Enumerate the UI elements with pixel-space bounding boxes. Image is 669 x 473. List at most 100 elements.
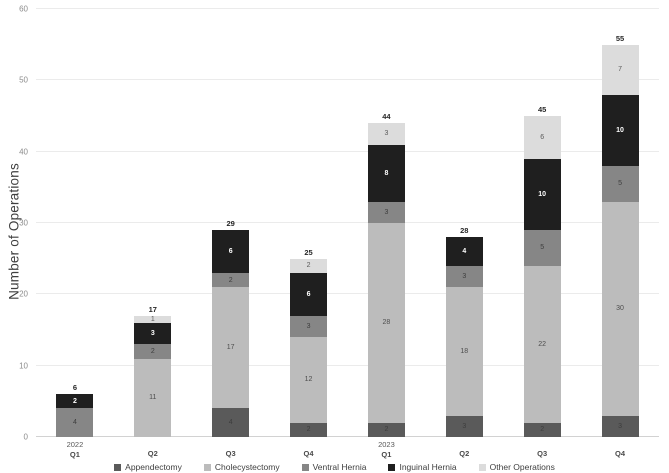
x-tick-label: 2022 Q1 (36, 440, 114, 459)
bar-segment-ventral-hernia: 2 (134, 344, 172, 359)
bar-segment-cholecystectomy: 28 (367, 223, 405, 423)
bar-segment-appendectomy: 3 (601, 415, 639, 437)
legend-item-ventral-hernia: Ventral Hernia (301, 462, 367, 472)
x-tick-label: Q4 (270, 440, 348, 459)
bar-total-label: 28 (460, 226, 469, 236)
legend-item-other-operations: Other Operations (478, 462, 555, 472)
legend-label: Cholecystectomy (214, 462, 280, 472)
bar-segment-cholecystectomy: 22 (523, 265, 561, 423)
x-tick-label: Q3 (192, 440, 270, 459)
bar-segment-other-operations: 6 (523, 116, 561, 159)
bar-segment-other-operations: 2 (290, 258, 328, 273)
bar-total-label: 55 (615, 33, 625, 43)
y-tick-label: 20 (19, 289, 28, 299)
y-tick-label: 50 (19, 75, 28, 85)
x-tick-quarter: Q4 (615, 449, 626, 458)
bar-q3: 4 17 2 6 (212, 230, 250, 437)
legend-item-inguinal-hernia: Inguinal Hernia (388, 462, 457, 472)
bar-total-label: 44 (382, 112, 391, 122)
x-tick-year (503, 440, 581, 449)
bar-segment-inguinal-hernia: 4 (445, 237, 483, 266)
bar-segment-inguinal-hernia: 2 (56, 394, 94, 409)
bar-segment-appendectomy: 2 (290, 422, 328, 437)
legend-swatch-icon (301, 463, 309, 471)
gridline (36, 293, 659, 295)
bar-segment-inguinal-hernia: 6 (290, 272, 328, 316)
x-tick-quarter: Q2 (147, 449, 158, 458)
bar-segment-ventral-hernia: 3 (290, 315, 328, 338)
legend-item-cholecystectomy: Cholecystectomy (203, 462, 280, 472)
gridline (36, 150, 659, 152)
bar-segment-inguinal-hernia: 3 (134, 322, 172, 345)
bar-total-label: 45 (538, 105, 547, 114)
bar-segment-appendectomy: 2 (367, 422, 405, 437)
bar-q2: 3 18 3 4 (445, 237, 483, 437)
bar-segment-inguinal-hernia: 8 (367, 144, 405, 202)
x-tick-quarter: Q1 (381, 449, 392, 459)
x-tick-year: 2023 (378, 440, 395, 449)
y-tick-label: 0 (23, 432, 28, 442)
legend-label: Ventral Hernia (312, 462, 367, 472)
gridline (36, 8, 659, 9)
x-tick-year (270, 440, 348, 449)
bar-segment-cholecystectomy: 11 (134, 358, 172, 437)
bar-segment-ventral-hernia: 5 (523, 230, 561, 266)
legend-label: Appendectomy (125, 462, 182, 472)
bar-q2: 11 2 3 1 (134, 315, 172, 437)
bar-segment-appendectomy: 2 (523, 422, 561, 437)
bar-segment-other-operations: 1 (134, 315, 172, 323)
legend-label: Other Operations (489, 462, 555, 472)
x-axis-line (36, 436, 659, 437)
bar-segment-appendectomy: 3 (445, 415, 483, 437)
x-tick-quarter: Q3 (225, 449, 236, 458)
y-tick-label: 60 (19, 4, 28, 14)
x-tick-quarter: Q4 (303, 449, 314, 458)
x-tick-label: Q2 (425, 440, 503, 459)
bar-segment-cholecystectomy: 17 (212, 287, 250, 409)
bar-q3: 2 22 5 10 6 (523, 116, 561, 437)
legend-swatch-icon (203, 463, 211, 471)
x-tick-label: Q3 (503, 440, 581, 459)
bar-segment-ventral-hernia: 5 (601, 165, 639, 202)
legend: Appendectomy Cholecystectomy Ventral Herni… (0, 462, 669, 472)
x-tick-year (114, 440, 192, 449)
bar-segment-cholecystectomy: 12 (290, 337, 328, 423)
y-tick-label: 10 (19, 361, 28, 371)
bar-segment-ventral-hernia: 3 (367, 201, 405, 223)
bar-segment-inguinal-hernia: 10 (523, 158, 561, 231)
x-tick-year (192, 440, 270, 449)
legend-swatch-icon (478, 463, 486, 471)
bar-segment-inguinal-hernia: 10 (601, 94, 639, 166)
gridline (36, 222, 659, 223)
x-tick-label: 2023 Q1 (347, 440, 425, 459)
gridline (36, 79, 659, 81)
bar-total-label: 17 (148, 304, 157, 314)
bar-segment-appendectomy: 4 (212, 408, 250, 437)
legend-swatch-icon (114, 463, 122, 471)
x-tick-label: Q2 (114, 440, 192, 459)
legend-label: Inguinal Hernia (399, 462, 457, 472)
gridline (36, 364, 659, 366)
plot-area: 4 2 11 2 3 1 4 17 2 6 2 12 3 6 2 2 28 3 8 3 3 18 3 4 2 22 5 10 6 3 30 5… (36, 8, 659, 437)
bar-q4: 3 30 5 10 7 (601, 44, 639, 437)
bar-segment-other-operations: 3 (367, 123, 405, 145)
x-tick-year (425, 440, 503, 449)
bar-total-label: 6 (72, 383, 78, 393)
bar-total-label: 29 (226, 219, 235, 229)
x-tick-year: 2022 (66, 440, 84, 449)
x-tick-quarter: Q2 (459, 449, 470, 458)
legend-item-appendectomy: Appendectomy (114, 462, 182, 472)
bar-segment-cholecystectomy: 30 (601, 201, 639, 416)
bar-total-label: 25 (304, 247, 313, 257)
legend-swatch-icon (388, 463, 396, 471)
x-tick-year (581, 440, 659, 449)
x-tick-label: Q4 (581, 440, 659, 459)
bar-segment-ventral-hernia: 4 (56, 408, 94, 437)
bar-segment-ventral-hernia: 3 (445, 265, 483, 288)
y-tick-label: 40 (19, 147, 28, 157)
bar-segment-cholecystectomy: 18 (445, 287, 483, 416)
bar-2023-q1: 2 28 3 8 3 (367, 123, 405, 437)
y-tick-label: 30 (19, 218, 28, 228)
